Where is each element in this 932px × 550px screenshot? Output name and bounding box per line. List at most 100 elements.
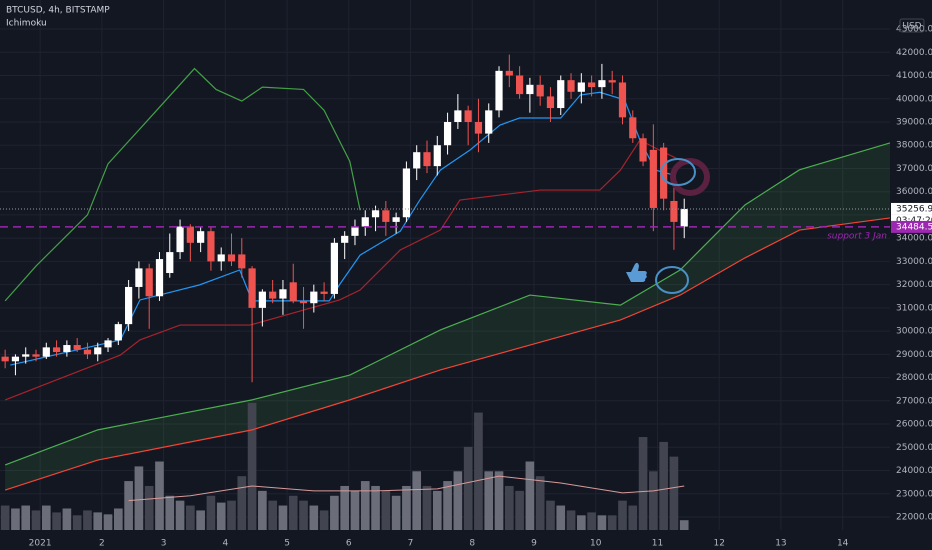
volume-bar bbox=[381, 490, 391, 530]
y-tick-label: 28000.00 bbox=[896, 373, 932, 383]
volume-bar bbox=[165, 495, 175, 530]
candle-body bbox=[443, 121, 452, 146]
candle-body bbox=[639, 138, 647, 162]
x-tick-label: 2 bbox=[99, 539, 105, 549]
volume-bar bbox=[114, 508, 123, 530]
volume-bar bbox=[124, 481, 133, 530]
x-tick-label: 5 bbox=[284, 539, 290, 549]
candle-body bbox=[598, 80, 606, 88]
volume-bar bbox=[144, 485, 154, 530]
candle-body bbox=[433, 145, 441, 167]
volume-bar bbox=[258, 490, 267, 530]
volume-bar bbox=[31, 510, 41, 530]
symbol-title: BTCUSD, 4h, BITSTAMP bbox=[6, 6, 110, 16]
candle-body bbox=[495, 70, 503, 111]
countdown-box bbox=[891, 214, 932, 226]
candle-body bbox=[330, 242, 338, 294]
volume-bar bbox=[83, 510, 92, 530]
volume-bar bbox=[41, 505, 51, 530]
volume-bar bbox=[186, 505, 195, 530]
volume-bar bbox=[638, 437, 648, 530]
candle-body bbox=[588, 82, 596, 88]
candle-body bbox=[310, 291, 318, 304]
ichimoku-line bbox=[4, 139, 681, 401]
volume-bar bbox=[268, 500, 277, 530]
x-tick-label: 12 bbox=[713, 539, 724, 549]
candle-body bbox=[341, 235, 349, 243]
volume-bar bbox=[11, 508, 20, 530]
volume-bar bbox=[206, 495, 216, 530]
candle-body bbox=[217, 254, 225, 262]
candle-body bbox=[32, 354, 40, 357]
candle-body bbox=[207, 231, 215, 262]
candle-body bbox=[454, 110, 462, 122]
x-tick-label: 10 bbox=[590, 539, 602, 549]
volume-bar bbox=[556, 505, 566, 530]
candle-body bbox=[618, 82, 627, 118]
y-tick-label: 43000.00 bbox=[896, 25, 932, 35]
volume-bar bbox=[299, 500, 308, 530]
candle-body bbox=[577, 82, 585, 92]
x-tick-label: 4 bbox=[222, 539, 228, 549]
y-tick-label: 41000.00 bbox=[896, 71, 932, 81]
y-tick-label: 31000.00 bbox=[896, 303, 932, 313]
volume-bar bbox=[504, 485, 514, 530]
candle-body bbox=[279, 289, 287, 299]
volume-bar bbox=[237, 476, 247, 530]
support-price-label: 34484.50 bbox=[896, 222, 932, 232]
y-tick-label: 42000.00 bbox=[896, 48, 932, 58]
candle-body bbox=[238, 254, 246, 269]
candle-body bbox=[176, 226, 184, 253]
candle-body bbox=[680, 208, 688, 227]
grid bbox=[0, 0, 890, 530]
indicator-name: Ichimoku bbox=[6, 19, 47, 29]
candle-body bbox=[11, 356, 20, 362]
candle-body bbox=[320, 291, 328, 294]
y-tick-label: 40000.00 bbox=[896, 94, 932, 104]
candle-body bbox=[42, 347, 50, 357]
drawing-circle bbox=[660, 158, 696, 186]
x-tick-label: 13 bbox=[775, 539, 786, 549]
candle-body bbox=[474, 121, 483, 134]
price-axis bbox=[890, 0, 932, 550]
plot: support 3 Jan bbox=[0, 54, 891, 530]
candle-body bbox=[423, 152, 431, 167]
candle-body bbox=[515, 75, 524, 95]
y-tick-label: 34000.00 bbox=[896, 234, 932, 244]
y-tick-label: 26000.00 bbox=[896, 420, 932, 430]
volume-bar bbox=[216, 502, 226, 530]
candle-body bbox=[227, 254, 236, 262]
x-tick-label: 8 bbox=[469, 539, 475, 549]
volume-bar bbox=[484, 471, 494, 530]
volume-bar bbox=[659, 441, 668, 530]
ichimoku-line bbox=[10, 91, 676, 366]
candle-body bbox=[392, 217, 400, 222]
candle-body bbox=[63, 345, 71, 353]
last-price-box bbox=[891, 202, 932, 215]
support-text: support 3 Jan bbox=[827, 231, 887, 241]
candle-body bbox=[248, 268, 256, 308]
volume-bar bbox=[494, 471, 504, 530]
y-tick-label: 39000.00 bbox=[896, 117, 932, 127]
candle-body bbox=[258, 291, 266, 308]
support-price-box bbox=[891, 220, 932, 233]
volume-bar bbox=[288, 495, 298, 530]
drawing-circle bbox=[670, 158, 710, 196]
currency-button[interactable] bbox=[899, 18, 925, 33]
y-tick-label: 30000.00 bbox=[896, 327, 932, 337]
candle-body bbox=[536, 84, 544, 97]
y-tick-label: 27000.00 bbox=[896, 396, 932, 406]
x-tick-label: 9 bbox=[531, 539, 537, 549]
volume-bar bbox=[309, 505, 319, 530]
currency-label[interactable]: USD bbox=[902, 22, 921, 32]
candle-body bbox=[371, 210, 380, 218]
volume-bar bbox=[391, 495, 401, 530]
volume-bar bbox=[350, 490, 360, 530]
volume-bar bbox=[227, 500, 236, 530]
volume-bar bbox=[597, 515, 607, 530]
volume-bar bbox=[669, 456, 679, 530]
candle-body bbox=[166, 252, 174, 274]
candle-body bbox=[670, 200, 678, 222]
volume-bar bbox=[453, 471, 463, 530]
volume-bar bbox=[566, 510, 576, 530]
